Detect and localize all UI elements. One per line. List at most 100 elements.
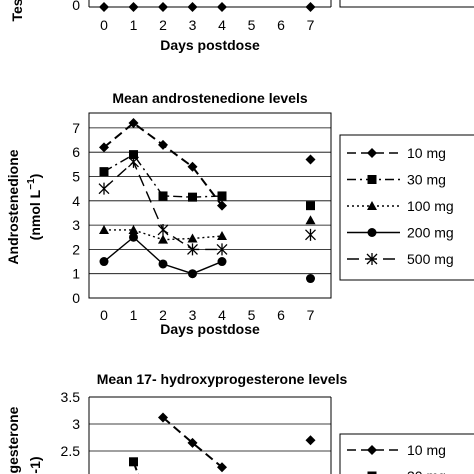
p3-y-tick-label: 2.5: [61, 443, 81, 459]
p2-y-tick-label: 6: [72, 144, 80, 160]
p3-legend-label: 30 mg: [407, 468, 446, 474]
p3-y-tick-labels: 3.5 3 2.5: [61, 389, 81, 459]
p3-legend-label: 10 mg: [407, 442, 446, 458]
p2-data-point: [158, 234, 168, 244]
p2-data-point: [187, 161, 198, 172]
p2-y-tick-label: 4: [72, 193, 80, 209]
p1-legend-box: [339, 0, 474, 8]
p1-x-tick-label: 4: [218, 17, 226, 33]
p2-data-point: [217, 200, 227, 211]
p2-data-point: [158, 139, 168, 150]
p2-data-point: [157, 223, 169, 236]
p2-data-point: [305, 154, 316, 165]
p2-data-point: [188, 192, 197, 202]
p2-data-point: [128, 118, 139, 129]
p2-y-axis-label-line2: (nmol L−1): [26, 174, 43, 241]
p2-data-point: [129, 232, 138, 242]
p3-data-point: [305, 435, 316, 446]
p2-x-tick-label: 2: [159, 307, 167, 323]
p2-data-point: [305, 215, 316, 225]
p1-y-axis-label: Tes: [9, 0, 25, 22]
p2-data-point: [99, 224, 109, 234]
p2-data-point: [99, 167, 109, 177]
p2-data-point: [217, 257, 227, 267]
p2-series: [98, 118, 316, 284]
p2-data-point: [306, 274, 315, 284]
p2-legend-label: 200 mg: [407, 225, 454, 241]
p2-y-tick-label: 1: [72, 266, 80, 282]
p3-data-point: [129, 457, 138, 467]
p2-legend-box: [339, 134, 474, 281]
p1-data-point: [217, 2, 227, 12]
p2-data-point: [158, 191, 168, 201]
p2-y-tick-label: 0: [72, 290, 80, 306]
p2-data-point: [216, 243, 228, 256]
p1-data-point: [187, 2, 198, 12]
p1-x-tick-label: 1: [130, 17, 138, 33]
p3-data-point: [187, 437, 198, 448]
p2-legend-label: 500 mg: [407, 251, 454, 267]
p2-legend-label: 30 mg: [407, 172, 446, 188]
p3-series: [129, 412, 316, 474]
p1-data-point: [158, 2, 168, 12]
p2-chart-title: Mean androstenedione levels: [112, 90, 307, 106]
p1-x-axis-label: Days postdose: [160, 37, 260, 53]
p2-data-point: [99, 257, 109, 267]
p2-data-point: [128, 155, 139, 168]
p1-x-tick-label: 5: [248, 17, 256, 33]
p2-y-tick-labels: 0 1 2 3 4 5 6 7: [72, 120, 80, 306]
p2-data-point: [217, 231, 227, 241]
p3-legend-box: [339, 433, 474, 474]
hydroxyprogesterone-panel: Mean 17- hydroxyprogesterone levels gest…: [5, 371, 474, 474]
p1-x-tick-label: 0: [100, 17, 108, 33]
p1-y-tick-labels: 0: [72, 0, 80, 13]
p1-data-point: [99, 2, 109, 12]
p2-x-tick-label: 5: [248, 307, 256, 323]
p3-legend-marker: [367, 445, 377, 455]
p3-data-point: [217, 462, 227, 473]
p3-y-tick-label: 3: [72, 416, 80, 432]
androstenedione-panel: Mean androstenedione levels Androstenedi…: [5, 90, 474, 337]
p2-data-point: [128, 224, 139, 234]
p2-x-tick-label: 7: [307, 307, 315, 323]
p2-x-axis-label: Days postdose: [160, 321, 260, 337]
p2-data-point: [305, 228, 316, 241]
p2-data-point: [158, 259, 168, 269]
p2-y-tick-label: 2: [72, 241, 80, 257]
p2-y-tick-label: 7: [72, 120, 80, 136]
p2-data-point: [187, 233, 198, 243]
p1-x-tick-label: 7: [307, 17, 315, 33]
p2-y-tick-label: 3: [72, 217, 80, 233]
p2-y-tick-label: 5: [72, 169, 80, 185]
p2-x-tick-label: 4: [218, 307, 226, 323]
p2-x-tick-label: 0: [100, 307, 108, 323]
p2-data-point: [98, 182, 110, 195]
p2-legend-marker: [367, 228, 377, 237]
p3-y-axis-label-line2: -1): [27, 456, 43, 473]
p3-y-tick-label: 3.5: [61, 389, 81, 405]
p1-data-point: [128, 2, 139, 12]
p2-x-tick-labels: 0 1 2 3 4 5 6 7: [100, 307, 315, 323]
p3-gridlines: [89, 423, 331, 452]
p3-series-line: [162, 416, 223, 468]
p3-chart-title: Mean 17- hydroxyprogesterone levels: [97, 371, 348, 387]
p2-data-point: [188, 269, 197, 279]
p1-x-tick-label: 3: [189, 17, 197, 33]
p2-data-point: [99, 142, 109, 153]
p2-series-line: [103, 153, 223, 198]
p2-legend: 10 mg 30 mg 100 mg 200 mg 500 mg: [347, 145, 454, 267]
p2-gridlines: [89, 127, 331, 275]
p1-data-point: [305, 2, 316, 12]
p2-y-axis-unit-superscript: −1: [26, 178, 37, 190]
p2-data-point: [306, 201, 315, 211]
p2-y-axis-unit: (nmol L: [27, 189, 43, 240]
p3-legend-marker: [367, 471, 377, 474]
p2-y-axis-unit-close: ): [27, 174, 43, 179]
p2-legend-marker: [367, 175, 377, 184]
p1-series: [99, 2, 316, 12]
p1-x-tick-label: 6: [277, 17, 285, 33]
p2-data-point: [129, 150, 138, 160]
testosterone-panel: Tes 0 0 1 2 3 4 5 6 7 Days postdose: [9, 0, 474, 53]
p2-legend-label: 10 mg: [407, 145, 446, 161]
